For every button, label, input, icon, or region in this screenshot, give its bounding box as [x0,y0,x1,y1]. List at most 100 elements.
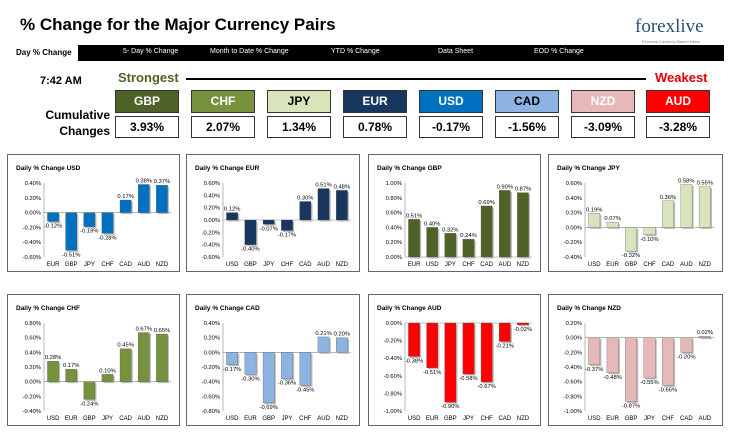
y-tick-label: 0.20% [566,211,582,217]
data-label: 0.90% [497,184,513,190]
data-label: 0.12% [224,207,240,213]
bar [317,188,330,221]
data-label: 0.65% [154,328,170,334]
x-tick-label: CAD [680,416,693,422]
bar [588,337,601,365]
y-tick-label: -0.40% [23,240,41,246]
bar [680,184,693,228]
y-tick-label: -0.40% [202,380,220,386]
currency-name: GBP [115,90,179,113]
chart-title: Daily % Change USD [16,165,81,172]
y-tick-label: -0.40% [384,356,402,362]
logo-subtitle: Financial Currency Market News [642,39,700,44]
x-tick-label: GBP [625,262,638,268]
bar [47,360,59,382]
bar [65,369,77,382]
x-tick-label: AUD [680,262,693,268]
x-tick-label: USD [426,262,439,268]
data-label: -0.51% [423,370,441,376]
x-tick-label: AUD [498,262,511,268]
x-tick-label: GBP [625,416,638,422]
chart-panel: Daily % Change AUD 0.00% -0.20% -0.40% -0.60… [368,294,541,426]
data-label: -0.51% [62,252,80,258]
data-label: -0.17% [223,367,241,373]
chart-title: Daily % Change AUD [377,305,442,312]
bar [444,322,457,403]
x-tick-label: JPY [84,262,95,268]
data-label: 0.58% [678,178,694,184]
bar [588,213,601,228]
y-tick-label: 0.60% [204,181,220,187]
x-tick-label: AUD [137,262,150,268]
x-tick-label: GBP [262,416,275,422]
x-tick-label: NZD [517,262,530,268]
data-label: 0.48% [334,184,350,190]
bar [662,200,674,228]
currency-name: JPY [267,90,331,113]
chart-svg: Daily % Change EUR 0.60% 0.40% 0.20% 0.00% -0… [195,165,351,268]
x-tick-label: GBP [65,262,78,268]
x-tick-label: USD [47,416,60,422]
y-tick-label: 0.20% [25,365,41,371]
y-tick-label: 0.20% [566,321,582,327]
bar [138,332,150,382]
x-tick-label: EUR [244,416,257,422]
chart-panel: Daily % Change USD 0.40% 0.20% 0.00% -0.20% -… [7,154,180,272]
currency-card-usd: USD -0.17% [419,90,483,138]
data-label: 0.69% [478,200,494,206]
tab-5-day-change[interactable]: 5- Day % Change [123,48,179,55]
data-label: 0.02% [697,330,713,336]
x-tick-label: EUR [606,416,619,422]
y-tick-label: -0.40% [23,409,41,415]
data-label: -0.90% [441,404,459,410]
currency-name: AUD [646,90,710,113]
y-tick-label: -0.40% [564,365,582,371]
tab-day-change[interactable]: Day % Change [8,45,78,61]
chart-svg: Daily % Change NZD 0.20% 0.00% -0.20% -0.40%… [557,305,714,422]
chart-svg: Daily % Change GBP1.00%0.80%0.60%0.40%0.… [377,165,532,268]
bar [101,212,114,234]
tab-data-sheet[interactable]: Data Sheet [438,48,474,55]
y-tick-label: 0.20% [386,240,402,246]
y-tick-label: 0.00% [386,255,402,261]
tab-ytd-change[interactable]: YTD % Change [331,48,380,55]
data-label: 0.21% [315,331,331,337]
bar [426,322,438,369]
data-label: -0.21% [496,343,514,349]
y-tick-label: 0.00% [386,321,402,327]
x-tick-label: JPY [102,416,113,422]
chart-svg: Daily % Change USD0.40%0.20%0.00%-0.20%-… [16,165,171,268]
bar [244,219,257,245]
bar [336,190,348,221]
y-tick-label: -0.20% [384,339,402,345]
bar [408,322,420,357]
tab-month-to-date-change[interactable]: Month to Date % Change [210,48,289,55]
x-tick-label: CAD [299,262,312,268]
currency-cumulative-change: -0.17% [419,116,483,138]
y-tick-label: -0.20% [23,225,41,231]
bar [625,227,637,252]
bar [138,184,150,213]
data-label: -0.28% [98,235,116,241]
tab-bar: Day % Change 5- Day % Change Month to Da… [8,45,724,61]
currency-cumulative-change: -3.28% [646,116,710,138]
chart-title: Daily % Change GBP [377,165,442,172]
x-tick-label: USD [588,262,601,268]
data-label: -0.19% [80,229,98,235]
y-tick-label: 0.60% [566,181,582,187]
data-label: -0.65% [659,387,677,393]
data-label: 0.10% [99,368,115,374]
data-label: -0.38% [405,358,423,364]
timestamp: 7:42 AM [40,75,82,87]
bar [299,352,312,386]
x-tick-label: CHF [281,262,294,268]
chart-svg: Daily % Change CAD0.40%0.20%0.00%-0.20%-… [195,305,351,422]
currency-cumulative-change: -3.09% [571,116,635,138]
y-tick-label: -0.60% [564,380,582,386]
y-tick-label: 0.00% [566,336,582,342]
data-label: 0.17% [117,194,133,200]
chart-title: Daily % Change CAD [195,305,260,312]
data-label: -0.32% [622,253,640,259]
data-label: 0.36% [660,195,676,201]
tab-eod-change[interactable]: EOD % Change [534,48,584,55]
